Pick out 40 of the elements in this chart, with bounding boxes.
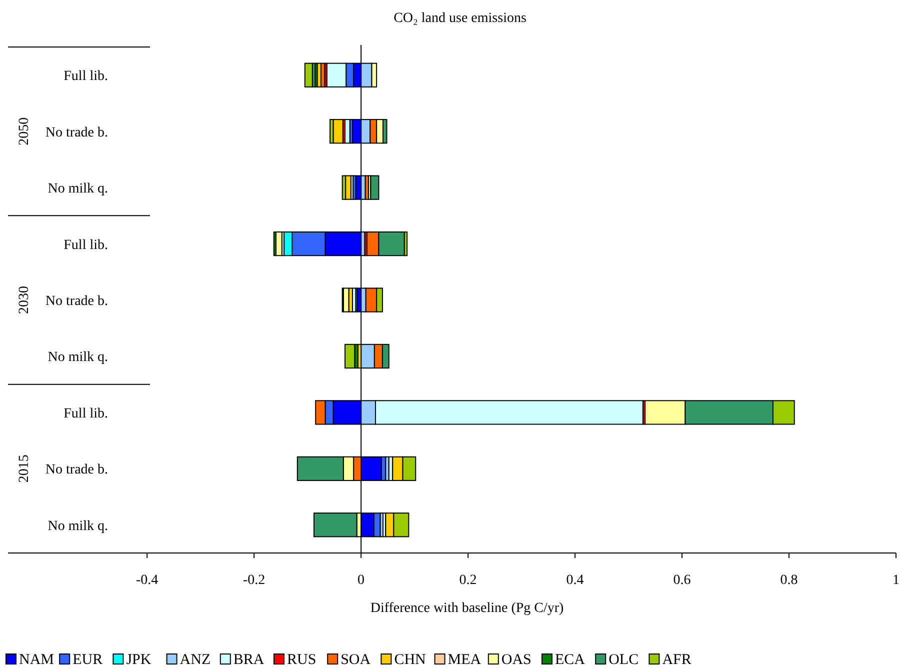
legend-label: CHN	[394, 652, 426, 668]
legend-label: EUR	[72, 652, 103, 668]
x-tick-label: 0.2	[459, 573, 477, 588]
x-tick-label: 0.8	[780, 573, 798, 588]
x-tick-label: 0.4	[566, 573, 584, 588]
legend-label: JPK	[126, 652, 152, 668]
bar	[370, 175, 380, 200]
x-tick-label: 0.6	[673, 573, 691, 588]
y-tick-label: Full lib.	[64, 406, 108, 422]
y-tick-label: Full lib.	[64, 69, 108, 84]
legend-label: RUS	[287, 652, 316, 668]
x-tick-label: -0.2	[242, 573, 266, 588]
chart-title: CO₂ land use emissions	[394, 11, 526, 26]
x-tick-label: 1	[892, 573, 900, 588]
y-tick-label: No milk q.	[48, 182, 108, 197]
x-axis-title: Difference with baseline (Pg C/yr)	[370, 601, 564, 616]
x-tick-label: 0	[358, 573, 365, 588]
legend-label: MEA	[448, 652, 482, 668]
annotation: 2015	[17, 454, 32, 483]
legend-label: ANZ	[180, 652, 211, 668]
annotation: 2030	[17, 286, 32, 314]
bar	[344, 344, 356, 369]
legend-label: AFR	[662, 652, 692, 668]
bar	[313, 512, 358, 538]
legend-label: NAM	[19, 652, 54, 668]
y-tick-label: Full lib.	[64, 238, 108, 253]
legend-label: BRA	[233, 652, 264, 668]
bar	[332, 119, 344, 144]
y-tick-label: No trade b.	[45, 462, 108, 478]
legend-label: ECA	[555, 652, 586, 668]
y-tick-label: No milk q.	[48, 518, 108, 534]
y-tick-label: No milk q.	[48, 350, 108, 366]
legend-label: SOA	[340, 652, 371, 668]
bar	[304, 62, 313, 88]
legend-label: OAS	[501, 652, 532, 668]
y-tick-label: No trade b.	[45, 294, 108, 309]
legend-label: OLC	[608, 652, 639, 668]
annotation: 2050	[17, 117, 32, 146]
y-tick-label: No trade b.	[45, 125, 108, 140]
x-tick-label: -0.4	[136, 573, 158, 588]
